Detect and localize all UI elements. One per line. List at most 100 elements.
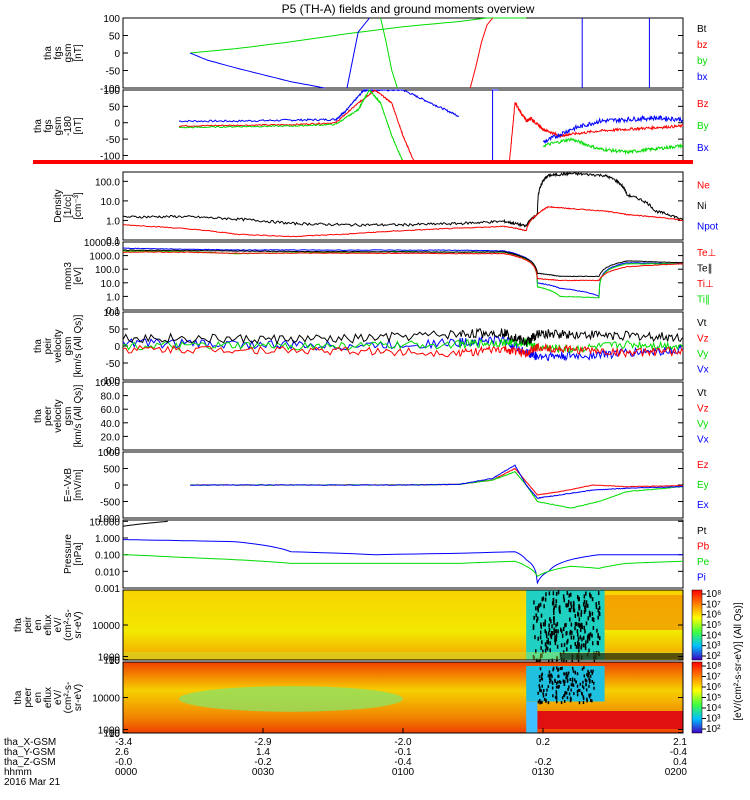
spectrogram-gap — [584, 643, 587, 648]
y-tick-label: -100 — [100, 376, 120, 387]
panel-frame — [122, 171, 684, 241]
spectrogram-gap — [597, 641, 599, 646]
spectrogram-gap — [555, 691, 558, 695]
spectrogram-gap — [539, 635, 542, 640]
y-axis-label: tha peir velocity gsm [km/s (All Qs)] — [33, 314, 84, 377]
series-line-green — [178, 89, 404, 163]
spectrogram-gap — [589, 698, 592, 702]
spectrogram-gap — [572, 669, 575, 673]
spectrogram-gap — [550, 635, 553, 640]
colorbars: 10⁸10⁷10⁶10⁵10⁴10³10²10⁸10⁷10⁶10⁵10⁴10³1… — [691, 589, 744, 735]
y-axis-label-line: peir — [23, 616, 34, 633]
spectrogram-gap — [555, 603, 557, 608]
spectrogram-gap — [542, 596, 545, 601]
spectrogram-gap — [577, 637, 580, 642]
spectrogram-gap — [547, 674, 550, 678]
panel-density: 100.0 10.0 1.0 0.1 Density [1/cc] [cm⁻³] Ne Ni Np… — [53, 171, 718, 247]
spectrogram-gap — [575, 622, 578, 627]
spectrogram-gap — [580, 609, 583, 614]
series-line-blue — [122, 539, 683, 585]
y-tick-label: 50 — [109, 102, 121, 113]
spectrogram-gap — [543, 688, 545, 692]
spectrogram-gap — [592, 669, 594, 673]
spectrogram-gap — [545, 631, 548, 636]
panel-frame — [122, 17, 684, 89]
y-axis-label-line: velocity — [53, 329, 64, 362]
legend-entry: Vt — [697, 318, 707, 329]
y-axis-label-line: [mV/m] — [73, 469, 84, 501]
series-line-green — [542, 137, 684, 156]
y-axis-label-line: gsm — [63, 337, 74, 356]
panel-frame — [122, 381, 684, 451]
spectrogram-gap — [576, 689, 579, 693]
ephemeris-value: 0200 — [665, 767, 688, 778]
spectrogram-gap — [541, 700, 543, 704]
spectrogram-gap — [574, 626, 576, 631]
spectrogram-gap — [562, 650, 565, 655]
spectrogram-gap — [570, 688, 572, 692]
series-line-red — [531, 118, 684, 139]
spectrogram-gap — [586, 639, 589, 644]
series-line-blue — [346, 17, 370, 89]
legend-entry: Ey — [697, 480, 709, 491]
spectrogram-gap — [560, 701, 563, 705]
legend-entry: Bt — [697, 24, 707, 35]
spectrogram-gap — [581, 684, 584, 688]
spectrogram-gap — [555, 591, 558, 596]
data-availability-bar — [33, 160, 693, 164]
y-tick-label: 100 — [103, 656, 120, 667]
ephemeris-value: 0.4 — [673, 757, 687, 768]
spectrogram-gap — [569, 608, 572, 613]
spectrogram-gap — [560, 643, 563, 648]
y-tick-label: 500 — [103, 465, 120, 476]
spectrogram-gap — [557, 667, 560, 671]
spectrogram-gap — [558, 684, 560, 688]
colorbar-tick-label: 10⁶ — [706, 682, 721, 693]
y-axis-label-line: fgs — [43, 119, 54, 132]
spectrogram-gap — [576, 693, 579, 697]
y-axis-label-line: eV/ — [53, 617, 64, 632]
series-line-black — [122, 249, 684, 278]
spectrogram-gap — [583, 594, 586, 599]
y-tick-label: 10000 — [92, 621, 120, 632]
spectrogram-gap — [555, 629, 557, 634]
spectrogram-gap — [583, 610, 586, 615]
spectrogram-gap — [563, 693, 566, 697]
spectrogram-gap — [566, 603, 568, 608]
panel-temp: 10000.0 1000.0 100.0 10.0 1.0 0.1 mom3 [eV] Te⊥ T… — [63, 238, 716, 317]
spectrogram-gap — [570, 604, 573, 609]
spectrogram-gap — [569, 699, 572, 703]
y-tick-label: -50 — [106, 359, 121, 370]
panel-frame — [122, 89, 684, 163]
colorbar-tick-label: 10⁴ — [706, 630, 721, 641]
spectrogram-gap — [574, 613, 577, 618]
spectrogram-region — [526, 701, 538, 733]
y-tick-label: 0 — [114, 119, 120, 130]
y-axis-label-line: eflux — [43, 614, 54, 635]
spectrogram-gap — [576, 629, 579, 634]
spectrogram-gap — [589, 693, 592, 697]
legend-entry: bx — [697, 72, 708, 83]
spectrogram-gap — [561, 633, 564, 638]
y-axis-label: tha peer velocity gsm [km/s (All Qs)] — [33, 384, 84, 447]
spectrogram-gap — [585, 683, 587, 687]
colorbar-tick-label: 10⁷ — [706, 599, 721, 610]
spectrogram-gap — [556, 666, 558, 670]
legend-entry: Vx — [697, 364, 709, 375]
spectrogram-gap — [553, 611, 555, 616]
panel-fgsdet: 100 50 0 -50 -100 tha fgs gsm -180 [nT] Bz By Bx — [33, 86, 709, 164]
spectrogram-gap — [572, 607, 575, 612]
spectrogram-gap — [567, 638, 569, 643]
spectrogram-gap — [540, 689, 543, 693]
spectrogram-gap — [549, 678, 552, 682]
y-axis-label-line: en — [33, 692, 44, 703]
spectrogram-gap — [585, 591, 587, 596]
spectrogram-gap — [561, 657, 563, 662]
y-axis-label-line: -180 — [63, 116, 74, 136]
spectrogram-gap — [566, 675, 568, 679]
y-axis-label-line: (cm²-s- — [63, 682, 74, 714]
y-tick-label: -100 — [100, 151, 120, 162]
y-tick-label: -100 — [100, 84, 120, 95]
spectrogram-gap — [558, 680, 561, 684]
ephemeris-value: -2.9 — [254, 737, 272, 748]
